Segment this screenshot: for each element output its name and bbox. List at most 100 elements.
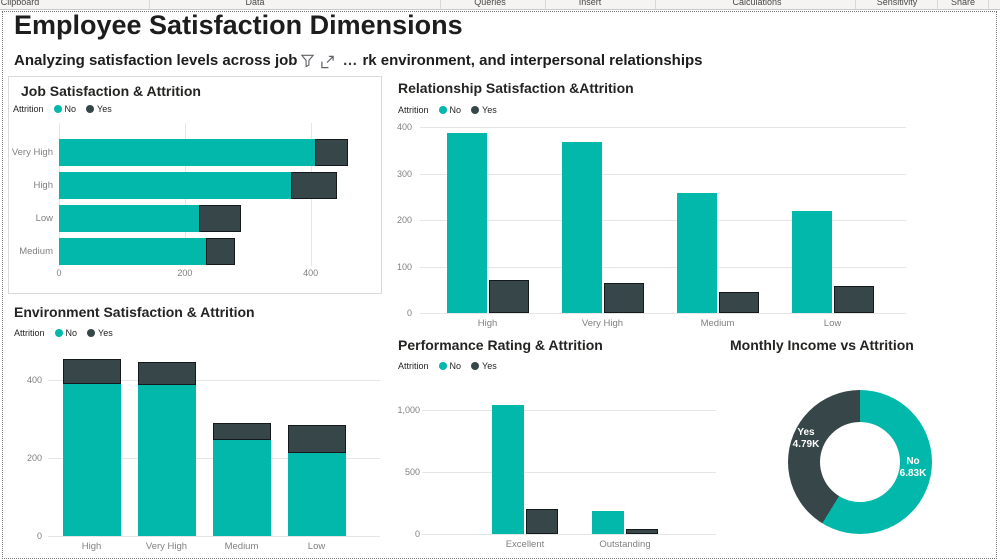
gridline xyxy=(48,380,380,381)
legend: Attrition No Yes xyxy=(398,361,497,371)
bar-no-very-high[interactable] xyxy=(561,142,602,313)
gridline xyxy=(420,127,906,128)
legend-item-label: Yes xyxy=(482,361,497,371)
legend-dot-no xyxy=(438,106,447,114)
chart-title: Job Satisfaction & Attrition xyxy=(21,83,201,99)
ribbon-separator xyxy=(440,0,441,9)
bar-yes-very-high[interactable] xyxy=(137,362,196,386)
legend-title: Attrition xyxy=(398,361,429,371)
donut-slice-label: Yes 4.79K xyxy=(792,427,820,450)
plot-area: 0 200 400 High Very High Medium Low xyxy=(8,300,390,558)
ribbon-separator xyxy=(655,0,656,9)
axis-tick-label: 0 xyxy=(56,268,62,278)
bar-yes-high[interactable] xyxy=(488,279,529,313)
donut-chart[interactable] xyxy=(788,390,932,534)
category-label: Very High xyxy=(581,318,624,329)
bar-yes-medium[interactable] xyxy=(206,238,236,265)
legend-item-no[interactable]: No xyxy=(438,361,461,371)
category-label: High xyxy=(477,318,498,329)
focus-mode-icon[interactable] xyxy=(319,55,336,70)
ribbon-separator xyxy=(545,0,546,9)
bar-yes-low[interactable] xyxy=(833,286,874,313)
bar-yes-outstanding[interactable] xyxy=(626,529,658,534)
gridline xyxy=(420,266,906,268)
legend-title: Attrition xyxy=(13,104,44,114)
ribbon-separator xyxy=(937,0,938,9)
ribbon-group-insert[interactable]: Insert xyxy=(578,0,602,7)
legend-dot-yes xyxy=(471,106,480,114)
legend: Attrition No Yes xyxy=(14,328,113,338)
more-options-icon[interactable]: … xyxy=(342,52,358,69)
gridline xyxy=(420,220,906,221)
ribbon-group-share[interactable]: Share xyxy=(950,0,976,7)
legend-item-yes[interactable]: Yes xyxy=(471,105,497,115)
bar-no-medium[interactable] xyxy=(59,238,207,265)
bar-no-medium[interactable] xyxy=(676,193,717,313)
bar-no-outstanding[interactable] xyxy=(592,510,624,534)
plot-area: 0 200 400 Very High High Low Medium xyxy=(9,77,381,293)
legend-dot-no xyxy=(53,105,62,113)
bar-yes-high[interactable] xyxy=(62,359,121,384)
bar-no-low[interactable] xyxy=(59,205,200,232)
legend-item-yes[interactable]: Yes xyxy=(86,104,112,114)
ribbon-group-queries[interactable]: Queries xyxy=(474,0,506,7)
bar-yes-medium[interactable] xyxy=(212,423,271,441)
category-label: Low xyxy=(307,541,326,552)
axis-tick-label: 0 xyxy=(414,529,420,539)
legend-item-yes[interactable]: Yes xyxy=(471,361,497,371)
chart-monthly-income: Monthly Income vs Attrition No 6.83K Yes 4.… xyxy=(720,335,998,558)
chart-relationship-satisfaction: Relationship Satisfaction &Attrition Att… xyxy=(390,76,995,332)
legend-item-label: Yes xyxy=(97,104,112,114)
legend-item-label: No xyxy=(64,104,77,114)
category-label: Outstanding xyxy=(599,539,651,550)
bar-no-high[interactable] xyxy=(59,172,292,199)
category-label: Excellent xyxy=(505,539,545,550)
ribbon-separator xyxy=(988,0,989,9)
legend-item-yes[interactable]: Yes xyxy=(87,328,113,338)
donut-slice-label: No 6.83K xyxy=(899,456,927,479)
bar-no-high[interactable] xyxy=(446,132,487,313)
ribbon-group-sensitivity[interactable]: Sensitivity xyxy=(876,0,918,7)
filter-icon[interactable] xyxy=(300,53,315,68)
chart-title: Relationship Satisfaction &Attrition xyxy=(398,80,634,96)
category-label: Very High xyxy=(11,146,53,158)
bar-no-very-high[interactable] xyxy=(137,385,196,536)
legend-item-no[interactable]: No xyxy=(438,105,462,115)
axis-tick-label: 300 xyxy=(396,168,412,179)
bar-no-medium[interactable] xyxy=(212,440,271,536)
bar-no-very-high[interactable] xyxy=(59,139,316,166)
legend-title: Attrition xyxy=(398,105,429,115)
category-label: High xyxy=(33,179,53,191)
bar-no-low[interactable] xyxy=(287,453,346,536)
ribbon-group-calculations[interactable]: Calculations xyxy=(732,0,782,7)
axis-tick-label: 400 xyxy=(303,268,319,278)
ribbon-group-data[interactable]: Data xyxy=(245,0,265,7)
bar-no-low[interactable] xyxy=(791,211,832,313)
bar-yes-medium[interactable] xyxy=(718,292,759,313)
plot-area: No 6.83K Yes 4.79K xyxy=(720,335,998,558)
bar-yes-very-high[interactable] xyxy=(315,139,348,166)
axis-tick-label: 400 xyxy=(26,375,42,385)
bar-yes-low[interactable] xyxy=(199,205,241,232)
axis-tick-label: 1,000 xyxy=(397,405,420,415)
bar-no-high[interactable] xyxy=(62,383,121,536)
legend-dot-yes xyxy=(471,362,480,370)
gridline xyxy=(420,173,906,175)
page-subtitle: Analyzing satisfaction levels across job… xyxy=(14,52,703,69)
legend-item-no[interactable]: No xyxy=(54,328,77,338)
legend-item-label: No xyxy=(449,105,462,115)
bar-yes-excellent[interactable] xyxy=(526,509,558,534)
legend-item-no[interactable]: No xyxy=(53,104,77,114)
bar-yes-very-high[interactable] xyxy=(603,283,644,313)
axis-tick-label: 0 xyxy=(406,308,412,318)
plot-area: 0 100 200 300 400 High Very High Medium Low xyxy=(390,76,995,332)
bar-no-excellent[interactable] xyxy=(492,404,524,534)
ribbon-group-clipboard[interactable]: Clipboard xyxy=(0,0,40,7)
legend-dot-no xyxy=(54,329,63,337)
bar-yes-low[interactable] xyxy=(287,425,346,454)
bar-yes-high[interactable] xyxy=(291,172,338,199)
axis-tick-label: 200 xyxy=(396,215,412,225)
chart-environment-satisfaction: Environment Satisfaction & Attrition Att… xyxy=(8,300,390,558)
ribbon-separator xyxy=(149,0,150,9)
